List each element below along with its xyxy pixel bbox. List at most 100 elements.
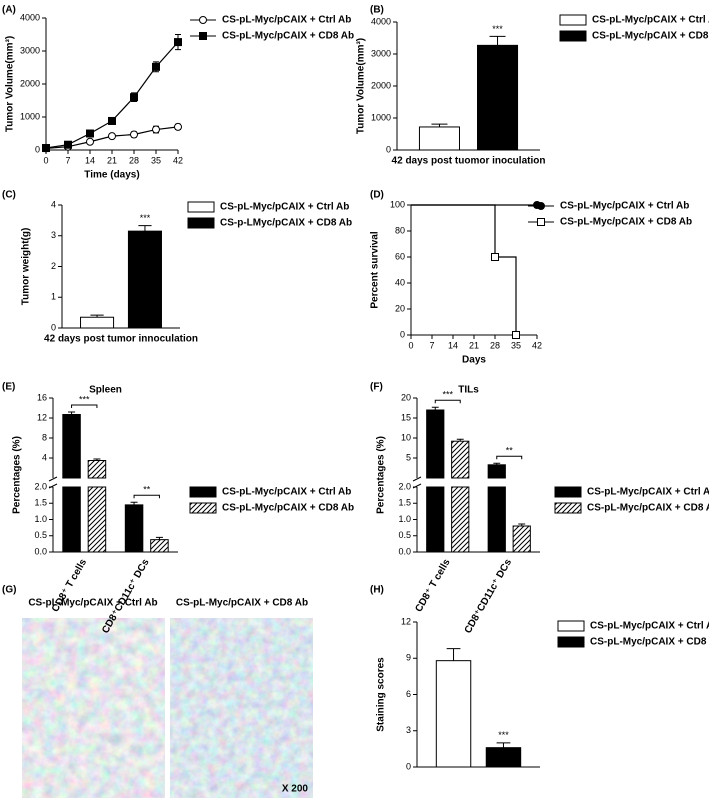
panel-label: (C) (2, 190, 16, 201)
significance-label: *** (140, 213, 151, 223)
error-bar (93, 458, 101, 461)
y-tick-label: 0 (35, 144, 40, 154)
micrograph (22, 618, 165, 798)
x-axis-label: Time (days) (84, 170, 139, 181)
magnification: X 200 (282, 784, 309, 795)
x-tick-label: 14 (448, 340, 458, 350)
error-bar (456, 438, 464, 442)
error-bar (518, 523, 526, 526)
bar (150, 539, 169, 553)
legend-marker (537, 202, 545, 210)
marker (512, 331, 520, 339)
y-axis-label: Staining scores (376, 657, 387, 732)
bar (418, 126, 460, 151)
x-tick-label: 7 (65, 155, 70, 165)
significance-bracket (71, 404, 98, 408)
error-bar (138, 225, 152, 232)
image-label: CS-pL-Myc/pCAIX + Ctrl Ab (28, 598, 157, 609)
legend-label: CS-pL-Myc/pCAIX + Ctrl Ab (592, 15, 709, 26)
y-axis-label: Percent survival (370, 231, 381, 308)
y-tick-label: 10 (401, 432, 411, 442)
legend-swatch (554, 502, 582, 514)
y-tick-label: 6 (406, 689, 411, 699)
legend-marker (199, 16, 207, 24)
bar-upper (62, 414, 81, 479)
legend-swatch (554, 486, 582, 498)
x-tick-label: CD8⁺CD11c⁺ DCs (463, 557, 515, 636)
y-tick-label: 3000 (371, 48, 391, 58)
x-tick-label: 0 (43, 155, 48, 165)
y-tick-label: 20 (395, 303, 405, 313)
significance-bracket (434, 399, 461, 404)
significance-label: *** (498, 730, 509, 740)
y-tick-label: 0 (400, 329, 405, 339)
y-axis-label: Tumor Volume(mm³) (5, 36, 16, 132)
x-axis-label: Days (462, 355, 486, 366)
error-bar (90, 314, 104, 318)
bar (477, 44, 519, 151)
panel-label: (F) (370, 382, 383, 393)
y-tick-label: 0.0 (398, 546, 411, 556)
y-axis-label: Percentages (%) (12, 436, 23, 514)
y-tick-label: 2.0 (398, 481, 411, 491)
x-tick-label: 21 (107, 155, 117, 165)
y-tick-label: 12 (401, 616, 411, 626)
y-tick-label: 3 (51, 230, 56, 240)
legend-swatch (559, 30, 587, 42)
y-tick-label: 4000 (371, 16, 391, 26)
x-tick-label: 28 (490, 340, 500, 350)
y-tick-label: 1 (51, 292, 56, 302)
error-bar (489, 35, 506, 46)
legend-marker (537, 218, 545, 226)
legend-label: CS-pL-Myc/pCAIX + Ctrl Ab (590, 621, 709, 632)
x-tick-label: 0 (408, 340, 413, 350)
bar (124, 504, 144, 553)
x-tick-label: 35 (511, 340, 521, 350)
y-tick-label: 40 (395, 277, 405, 287)
marker (108, 132, 116, 141)
x-axis-label: 42 days post tuomor inoculation (392, 156, 546, 167)
micrograph (170, 618, 313, 798)
legend-swatch (557, 636, 585, 648)
marker (152, 125, 160, 134)
bar (451, 486, 470, 553)
x-tick-label: 7 (429, 340, 434, 350)
legend-marker (199, 32, 207, 40)
panel-label: (B) (370, 5, 384, 16)
x-tick-label: 42 (532, 340, 542, 350)
legend-swatch (559, 14, 587, 26)
x-tick-label: CD8⁺ T cells (414, 557, 453, 614)
bar (512, 525, 531, 553)
error-bar (155, 536, 163, 540)
panel-label: (D) (370, 190, 384, 201)
bar (62, 486, 81, 553)
y-tick-label: 2 (51, 261, 56, 271)
bar-upper (426, 409, 445, 479)
legend-swatch (187, 217, 215, 229)
x-tick-label: 28 (129, 155, 139, 165)
y-tick-label: 3 (406, 725, 411, 735)
panel-label: (G) (2, 585, 16, 596)
legend-label: CS-p-LMyc/pCAIX + CD8 Ab (220, 218, 352, 229)
marker (86, 129, 94, 138)
y-axis-label: Tumor Volume(mm³) (356, 38, 367, 134)
legend-label: CS-pL-Myc/pCAIX + Ctrl Ab (220, 202, 349, 213)
bar (487, 486, 506, 553)
y-tick-label: 0 (406, 761, 411, 771)
significance-bracket (496, 455, 523, 460)
y-tick-label: 8 (42, 432, 47, 442)
legend-label: CS-pL-Myc/pCAIX + CD8 Ab (560, 217, 692, 228)
significance-label: *** (442, 390, 453, 400)
y-tick-label: 1000 (371, 112, 391, 122)
y-tick-label: 12 (37, 412, 47, 422)
marker (108, 116, 116, 125)
chart-title: TILs (458, 385, 479, 396)
y-tick-label: 1000 (20, 111, 40, 121)
error-bar (446, 648, 461, 661)
x-tick-label: 35 (151, 155, 161, 165)
y-tick-label: 16 (37, 392, 47, 402)
legend-label: CS-pL-Myc/pCAIX + CD8 Ab (587, 503, 709, 514)
legend-label: CS-pL-Myc/pCAIX + CD8 Ab (222, 503, 354, 514)
marker (174, 38, 182, 47)
y-axis-label: Percentages (%) (376, 436, 387, 514)
